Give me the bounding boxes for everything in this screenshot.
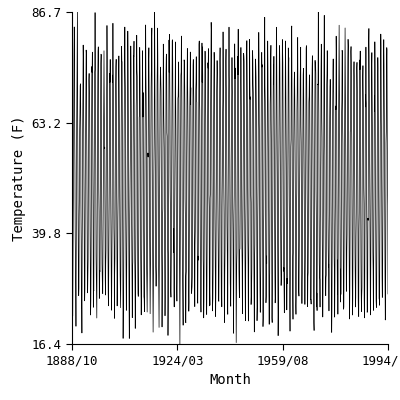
Y-axis label: Temperature (F): Temperature (F) <box>12 115 26 241</box>
X-axis label: Month: Month <box>209 373 251 387</box>
